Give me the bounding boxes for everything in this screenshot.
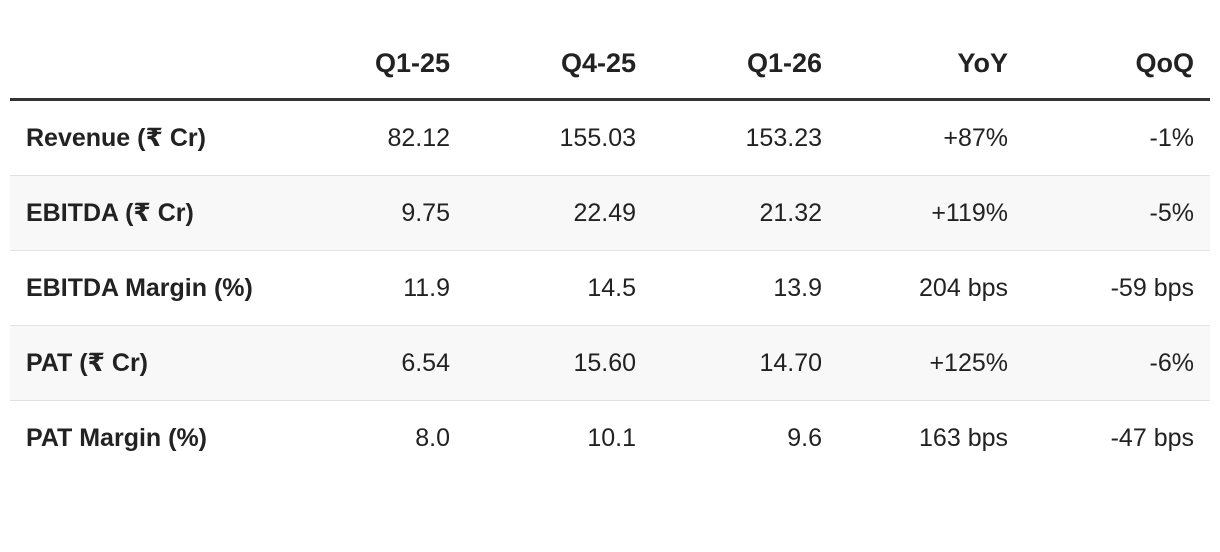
table-row: Revenue (₹ Cr) 82.12 155.03 153.23 +87% -1%: [10, 99, 1210, 176]
cell: 155.03: [466, 99, 652, 176]
table-head: Q1-25 Q4-25 Q1-26 YoY QoQ: [10, 28, 1210, 101]
table-row: EBITDA Margin (%) 11.9 14.5 13.9 204 bps -59 …: [10, 250, 1210, 326]
cell: 10.1: [587, 423, 636, 452]
cell: 204 bps: [838, 250, 1024, 326]
header-cell: Q1-26: [652, 28, 838, 101]
header-cell: QoQ: [1024, 28, 1210, 101]
row-label: EBITDA (₹ Cr): [10, 175, 280, 251]
cell: 14.70: [652, 325, 838, 401]
cell: 22.49: [466, 175, 652, 251]
cell: 11.9: [280, 250, 466, 326]
cell: 8.0: [415, 423, 450, 452]
cell: 6.54: [280, 325, 466, 401]
table-body: Revenue (₹ Cr) 82.12 155.03 153.23 +87% -1% EB…: [10, 99, 1210, 476]
cell: -47 bps: [1110, 423, 1194, 452]
cell: 82.12: [280, 99, 466, 176]
cell: 9.6: [787, 423, 822, 452]
row-label: PAT Margin (%): [26, 423, 208, 452]
cell: +119%: [838, 175, 1024, 251]
row-label: PAT (₹ Cr): [10, 325, 280, 401]
cell: +125%: [838, 325, 1024, 401]
cell: 163 bps: [919, 423, 1008, 452]
results-table: Q1-25 Q4-25 Q1-26 YoY QoQ Revenue (₹ Cr) 82.1…: [10, 28, 1210, 475]
header-row: Q1-25 Q4-25 Q1-26 YoY QoQ: [10, 28, 1210, 101]
cell: +87%: [838, 99, 1024, 176]
cell: 9.75: [280, 175, 466, 251]
header-cell: [10, 28, 280, 101]
row-label: Revenue (₹ Cr): [10, 99, 280, 176]
cell: 21.32: [652, 175, 838, 251]
header-cell: Q1-25: [280, 28, 466, 101]
header-cell: Q4-25: [466, 28, 652, 101]
table-row: EBITDA (₹ Cr) 9.75 22.49 21.32 +119% -5%: [10, 175, 1210, 251]
cell: 153.23: [652, 99, 838, 176]
cell: 14.5: [466, 250, 652, 326]
cell: -6%: [1024, 325, 1210, 401]
table-row: PAT (₹ Cr) 6.54 15.60 14.70 +125% -6%: [10, 325, 1210, 401]
cell: 13.9: [652, 250, 838, 326]
row-label: EBITDA Margin (%): [10, 250, 280, 326]
table-row: PAT Margin (%) 8.0 10.1 9.6 163 bps -47 bps: [10, 401, 1210, 476]
cell: -1%: [1024, 99, 1210, 176]
cell: 15.60: [466, 325, 652, 401]
cell: -5%: [1024, 175, 1210, 251]
cell: -59 bps: [1024, 250, 1210, 326]
header-cell: YoY: [838, 28, 1024, 101]
